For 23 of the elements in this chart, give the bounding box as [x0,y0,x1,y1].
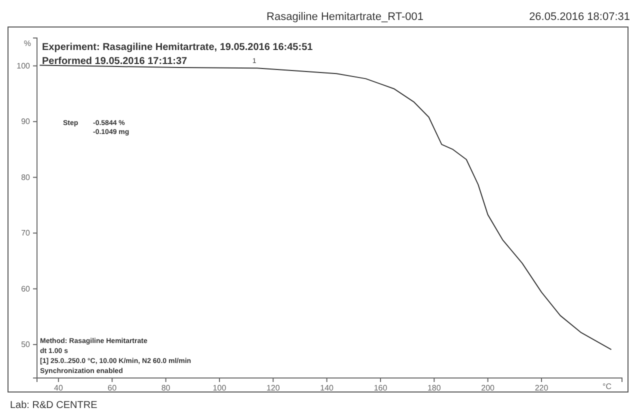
x-axis-title: °C [602,382,612,391]
y-tick-label: 100 [16,61,31,70]
x-tick-label: 40 [54,384,64,393]
x-tick-label: 200 [481,384,496,393]
chart-subtitle: 26.05.2016 18:07:31 [529,11,630,23]
y-tick-label: 60 [21,284,31,294]
y-tick-label: 90 [21,117,31,126]
y-tick-label: 80 [21,172,31,182]
annotation: Experiment: Rasagiline Hemitartrate, 19.05.2016 16:45:51 [42,42,314,53]
y-tick-label: 70 [21,228,31,238]
x-tick-label: 180 [427,384,442,393]
x-tick-label: 160 [374,384,388,393]
x-tick-label: 140 [320,384,334,393]
x-tick-label: 100 [212,384,227,393]
x-tick-label: 220 [534,384,549,393]
y-tick-label: 50 [21,340,31,350]
chart-title: Rasagiline Hemitartrate_RT-001 [266,11,424,23]
y-axis-title: % [24,39,31,48]
text: Lab: R&D CENTRE [10,400,98,411]
x-tick-label: 80 [161,384,171,393]
annotation: Performed 19.05.2016 17:11:37 [42,56,188,67]
x-tick-label: 60 [108,384,118,393]
x-tick-label: 120 [266,384,280,393]
